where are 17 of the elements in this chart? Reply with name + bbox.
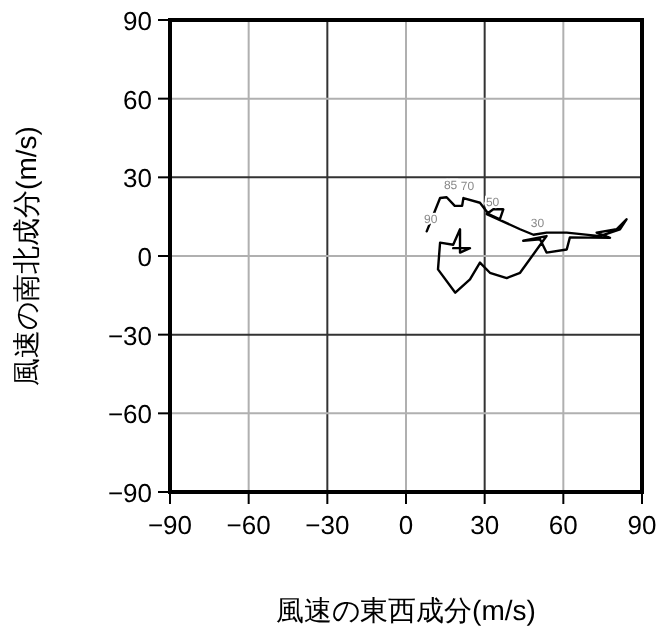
line-series xyxy=(425,196,628,294)
x-tick-label: 0 xyxy=(398,510,414,540)
x-tick-label: 60 xyxy=(548,510,578,540)
y-tick-label: 90 xyxy=(123,6,152,36)
y-tick-label: −60 xyxy=(107,399,152,430)
y-tick-label: −30 xyxy=(107,320,152,351)
y-tick-label: −90 xyxy=(107,478,152,508)
y-axis-title: 風速の南北成分(m/s) xyxy=(10,126,42,386)
x-tick-label: −60 xyxy=(226,510,271,540)
y-tick-label: 30 xyxy=(123,163,152,194)
x-axis-title: 風速の東西成分(m/s) xyxy=(276,594,536,626)
x-tick-label: −90 xyxy=(147,510,193,540)
y-tick-label: 60 xyxy=(123,84,152,115)
x-tick-label: 30 xyxy=(470,510,500,540)
x-tick-label: −30 xyxy=(305,510,350,540)
y-tick-label: 0 xyxy=(137,242,152,272)
x-tick-label: 90 xyxy=(627,510,657,540)
